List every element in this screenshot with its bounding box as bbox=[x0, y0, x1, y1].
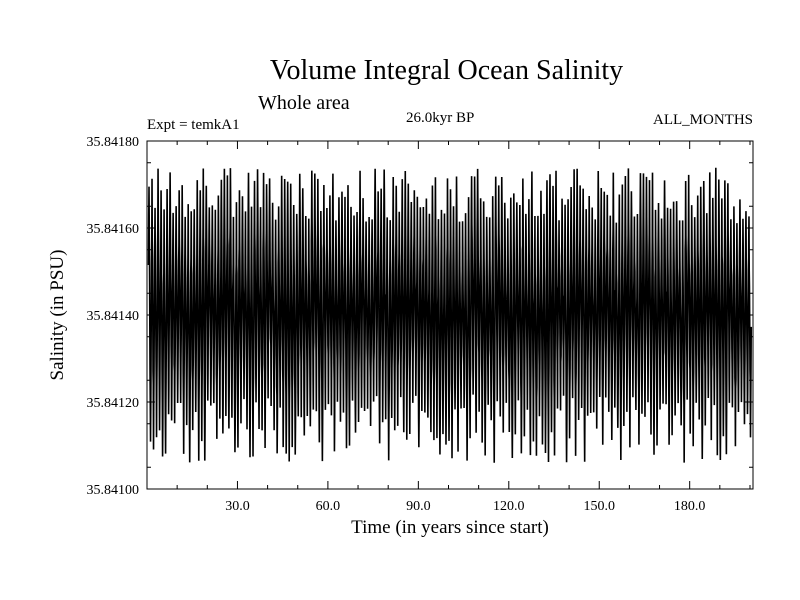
x-tick-label: 150.0 bbox=[583, 499, 615, 514]
chart-subtitle: Whole area bbox=[258, 92, 350, 114]
x-axis-label: Time (in years since start) bbox=[351, 517, 549, 538]
x-tick-label: 90.0 bbox=[406, 499, 431, 514]
x-tick-label: 180.0 bbox=[674, 499, 706, 514]
series-salinity bbox=[147, 167, 753, 463]
y-tick-label: 35.84140 bbox=[87, 309, 140, 324]
epoch-label: 26.0kyr BP bbox=[406, 110, 475, 126]
experiment-label: Expt = temkA1 bbox=[147, 117, 240, 133]
x-tick-label: 60.0 bbox=[316, 499, 341, 514]
axes-layer: 30.0 60.0 90.0 120.0 150.0 180.0 35.84100 35.84… bbox=[47, 135, 754, 538]
y-tick-label: 35.84100 bbox=[87, 483, 140, 498]
x-tick-label: 30.0 bbox=[225, 499, 250, 514]
months-label: ALL_MONTHS bbox=[653, 112, 753, 128]
chart-title: Volume Integral Ocean Salinity bbox=[269, 55, 624, 86]
y-tick-label: 35.84180 bbox=[87, 135, 140, 150]
x-tick-label: 120.0 bbox=[493, 499, 525, 514]
y-tick-label: 35.84160 bbox=[87, 222, 140, 237]
series-layer bbox=[147, 167, 753, 463]
y-tick-label: 35.84120 bbox=[87, 396, 140, 411]
y-axis-label: Salinity (in PSU) bbox=[47, 250, 68, 381]
